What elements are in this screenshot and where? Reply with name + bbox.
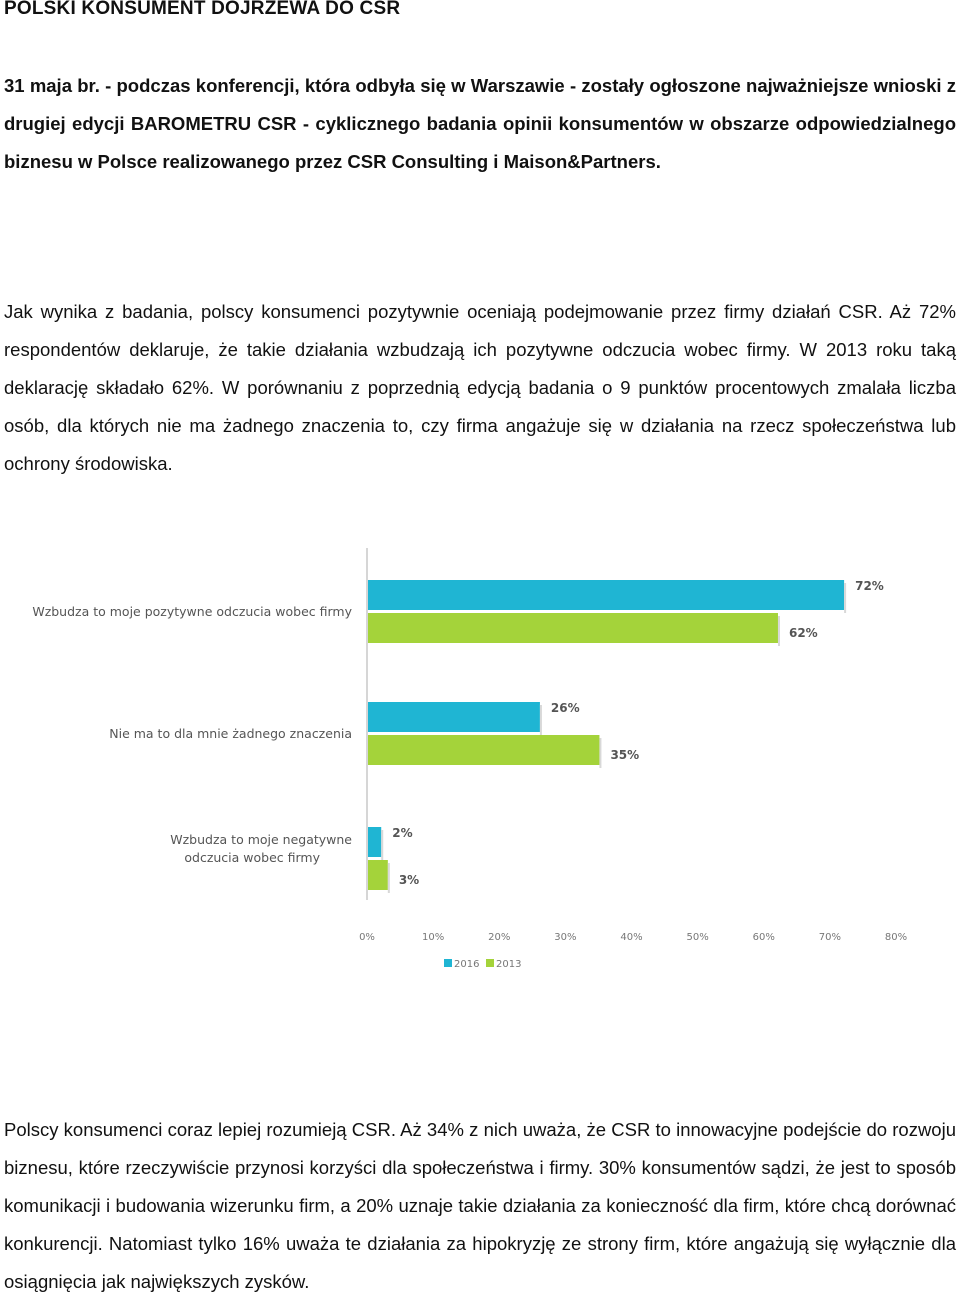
category-label: Wzbudza to moje pozytywne odczucia wobec… bbox=[32, 604, 352, 619]
data-label-2013-0: 62% bbox=[789, 626, 818, 640]
legend-label-2016: 2016 bbox=[454, 959, 479, 970]
tick-label: 20% bbox=[488, 932, 510, 943]
bar-2016-1 bbox=[368, 702, 540, 732]
body-paragraph-2: Polscy konsumenci coraz lepiej rozumieją… bbox=[4, 1119, 956, 1292]
tick-label: 0% bbox=[359, 932, 375, 943]
legend-label-2013: 2013 bbox=[496, 959, 521, 970]
bar-shadow-2013-1 bbox=[599, 738, 602, 768]
data-label-2016-0: 72% bbox=[855, 579, 884, 593]
tick-label: 50% bbox=[687, 932, 709, 943]
article-title: POLSKI KONSUMENT DOJRZEWA DO CSR bbox=[4, 0, 401, 19]
lead-paragraph: 31 maja br. - podczas konferencji, która… bbox=[4, 75, 956, 172]
category-label: Wzbudza to moje negatywne bbox=[170, 832, 352, 847]
tick-label: 80% bbox=[885, 932, 907, 943]
bar-2016-0 bbox=[368, 580, 845, 610]
bar-chart: 72% 62% Wzbudza to moje pozytywne odczucia… bbox=[32, 548, 907, 970]
bar-2013-2 bbox=[368, 860, 388, 890]
category-label: Nie ma to dla mnie żadnego znaczenia bbox=[109, 726, 352, 741]
bar-shadow-2013-0 bbox=[777, 616, 780, 646]
tick-label: 30% bbox=[554, 932, 576, 943]
tick-label: 10% bbox=[422, 932, 444, 943]
bar-2016-2 bbox=[368, 827, 382, 857]
data-label-2013-2: 3% bbox=[399, 873, 419, 887]
bar-shadow-2016-0 bbox=[844, 583, 847, 613]
tick-label: 40% bbox=[620, 932, 642, 943]
bar-2013-0 bbox=[368, 613, 778, 643]
legend-swatch-2013 bbox=[486, 959, 494, 967]
legend-swatch-2016 bbox=[444, 959, 452, 967]
data-label-2016-2: 2% bbox=[392, 826, 412, 840]
bar-shadow-2016-2 bbox=[381, 830, 384, 860]
body-paragraph-1: Jak wynika z badania, polscy konsumenci … bbox=[4, 301, 956, 474]
tick-label: 70% bbox=[819, 932, 841, 943]
data-label-2016-1: 26% bbox=[551, 701, 580, 715]
bar-shadow-2013-2 bbox=[387, 863, 390, 893]
data-label-2013-1: 35% bbox=[610, 748, 639, 762]
category-label: odczucia wobec firmy bbox=[184, 850, 320, 865]
bar-2013-1 bbox=[368, 735, 600, 765]
tick-label: 60% bbox=[753, 932, 775, 943]
bar-shadow-2016-1 bbox=[539, 705, 542, 735]
